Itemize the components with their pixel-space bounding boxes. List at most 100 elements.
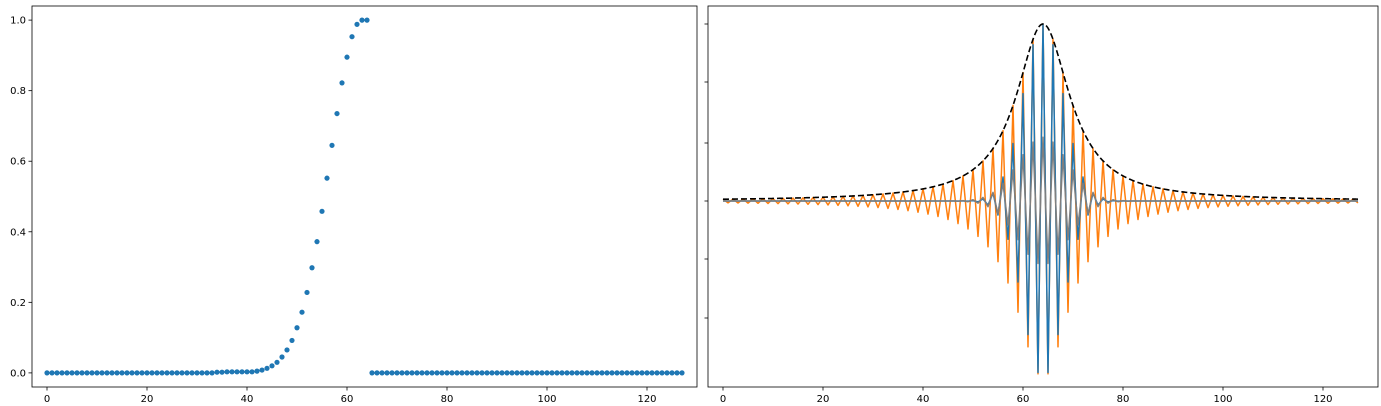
left-y-tick-label: 1.0: [10, 16, 26, 27]
data-point: [104, 370, 110, 376]
data-point: [339, 80, 345, 86]
data-point: [409, 370, 415, 376]
data-point: [419, 370, 425, 376]
data-point: [259, 367, 265, 373]
data-point: [564, 370, 570, 376]
data-point: [344, 54, 350, 60]
right-x-tick-label: 120: [1313, 394, 1332, 405]
data-point: [114, 370, 120, 376]
data-point: [254, 368, 260, 374]
left-x-tick-label: 100: [537, 394, 556, 405]
data-point: [619, 370, 625, 376]
right-series-lines: [722, 23, 1359, 375]
left-x-tick-label: 120: [637, 394, 656, 405]
left-x-tick-label: 40: [241, 394, 254, 405]
data-point: [249, 369, 255, 375]
data-point: [324, 175, 330, 181]
data-point: [509, 370, 515, 376]
gray-series-line: [723, 136, 1358, 265]
data-point: [359, 17, 365, 23]
data-point: [624, 370, 630, 376]
left-scatter-points: [44, 17, 685, 376]
data-point: [124, 370, 130, 376]
data-point: [654, 370, 660, 376]
left-y-tick-label: 0.8: [10, 86, 26, 97]
left-y-tick-label: 0.6: [10, 157, 26, 168]
right-line-panel: 0 20 40 60 80 100 120: [704, 5, 1379, 405]
left-y-axis: 0.0 0.2 0.4 0.6 0.8 1.0: [10, 16, 32, 379]
data-point: [354, 21, 360, 27]
data-point: [489, 370, 495, 376]
data-point: [559, 370, 565, 376]
data-point: [319, 208, 325, 214]
data-point: [589, 370, 595, 376]
data-point: [414, 370, 420, 376]
data-point: [174, 370, 180, 376]
data-point: [119, 370, 125, 376]
data-point: [464, 370, 470, 376]
data-point: [304, 289, 310, 296]
data-point: [129, 370, 135, 376]
left-x-tick-label: 20: [141, 394, 154, 405]
data-point: [649, 370, 655, 376]
data-point: [479, 370, 485, 376]
data-point: [519, 370, 525, 376]
right-x-tick-label: 40: [917, 394, 930, 405]
data-point: [369, 370, 375, 376]
data-point: [84, 370, 90, 376]
data-point: [289, 337, 295, 344]
data-point: [74, 370, 80, 376]
data-point: [159, 370, 165, 376]
data-point: [264, 365, 270, 371]
data-point: [534, 370, 540, 376]
data-point: [524, 370, 530, 376]
envelope-dashed-line: [722, 23, 1359, 200]
data-point: [379, 370, 385, 376]
data-point: [309, 265, 315, 271]
data-point: [54, 370, 60, 376]
data-point: [179, 370, 185, 376]
data-point: [219, 369, 225, 375]
data-point: [64, 370, 70, 376]
data-point: [484, 370, 490, 376]
data-point: [459, 370, 465, 376]
data-point: [594, 370, 600, 376]
data-point: [574, 370, 580, 376]
data-point: [44, 370, 50, 376]
left-y-tick-label: 0.4: [10, 227, 26, 238]
data-point: [424, 370, 430, 376]
left-x-tick-label: 60: [341, 394, 354, 405]
data-point: [224, 369, 230, 375]
data-point: [394, 370, 400, 376]
data-point: [234, 369, 240, 375]
data-point: [239, 369, 245, 375]
data-point: [79, 370, 85, 376]
data-point: [229, 369, 235, 375]
data-point: [454, 370, 460, 376]
data-point: [374, 370, 380, 376]
data-point: [154, 370, 160, 376]
data-point: [494, 370, 500, 376]
data-point: [469, 370, 475, 376]
right-x-axis: 0 20 40 60 80 100 120: [720, 387, 1333, 405]
data-point: [679, 370, 685, 376]
data-point: [139, 370, 145, 376]
data-point: [209, 370, 215, 376]
data-point: [639, 370, 645, 376]
data-point: [169, 370, 175, 376]
data-point: [284, 347, 290, 353]
data-point: [184, 370, 190, 376]
data-point: [49, 370, 55, 376]
data-point: [214, 369, 220, 375]
data-point: [189, 370, 195, 376]
left-scatter-panel: 0 20 40 60 80 100 120 0.0 0.2 0.4 0.6 0.8 1.0: [10, 5, 698, 405]
data-point: [59, 370, 65, 376]
data-point: [449, 370, 455, 376]
data-point: [669, 370, 675, 376]
data-point: [659, 370, 665, 376]
left-y-tick-label: 0.2: [10, 298, 26, 309]
data-point: [109, 370, 115, 376]
data-point: [439, 370, 445, 376]
data-point: [544, 370, 550, 376]
left-x-tick-label: 80: [441, 394, 454, 405]
